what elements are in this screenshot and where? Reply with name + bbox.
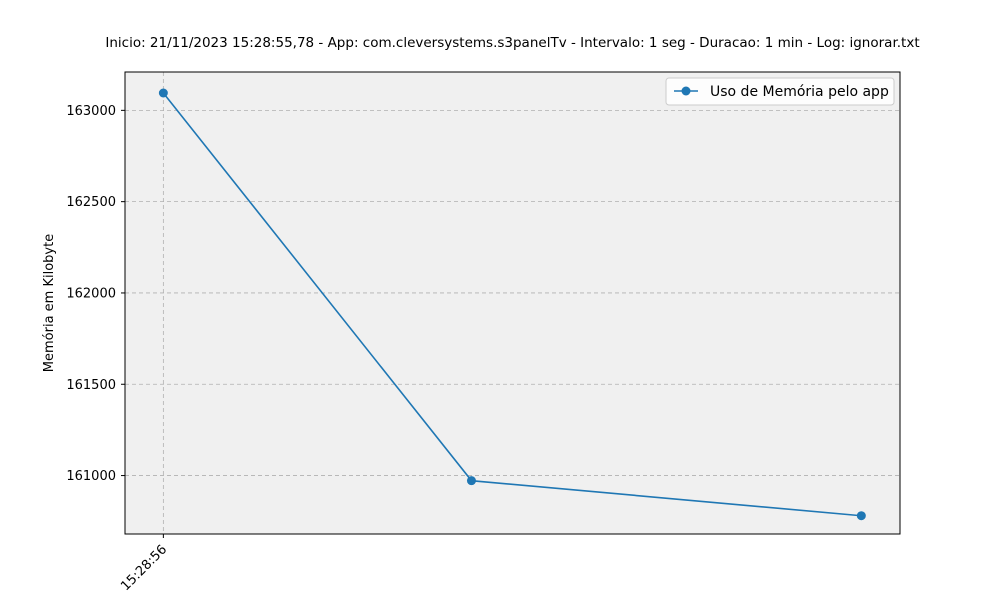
y-tick-label: 161500 <box>66 378 116 393</box>
y-tick-label: 162000 <box>66 286 116 301</box>
y-tick-label: 163000 <box>66 104 116 119</box>
plot-area <box>125 72 900 534</box>
chart-title: Inicio: 21/11/2023 15:28:55,78 - App: co… <box>105 35 919 51</box>
y-axis-title: Memória em Kilobyte <box>42 234 57 372</box>
x-tick-label: 15:28:56 <box>118 542 170 594</box>
legend-label: Uso de Memória pelo app <box>710 84 889 100</box>
y-axis-ticks: 161000 161500 162000 162500 163000 <box>66 104 125 484</box>
data-point <box>158 88 168 98</box>
grid-lines <box>125 72 900 534</box>
y-tick-label: 162500 <box>66 195 116 210</box>
legend-point-marker <box>681 86 691 96</box>
plot-frame <box>124 71 901 535</box>
data-point <box>856 511 866 521</box>
series-lines <box>158 88 866 521</box>
x-axis-ticks: 15:28:56 <box>118 534 170 594</box>
legend-box <box>665 77 895 106</box>
y-tick-label: 161000 <box>66 469 116 484</box>
data-point <box>466 476 476 486</box>
legend: Uso de Memória pelo app <box>665 77 895 106</box>
